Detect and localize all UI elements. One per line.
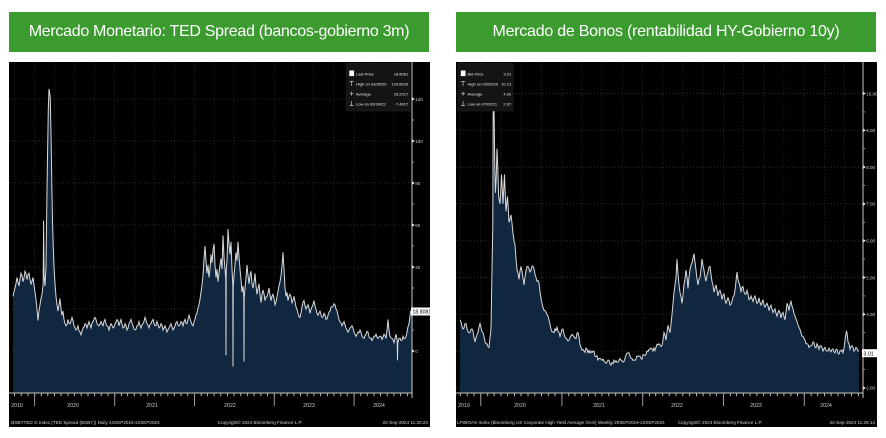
svg-text:-7.4617: -7.4617 — [395, 102, 409, 107]
svg-text:2022: 2022 — [224, 403, 236, 409]
svg-text:3.01: 3.01 — [503, 71, 512, 76]
svg-text:9.00: 9.00 — [866, 128, 875, 133]
svg-text:2023: 2023 — [303, 403, 315, 409]
svg-text:.BSBYTED G Index (TED Spread (: .BSBYTED G Index (TED Spread (BSBY)) Dai… — [10, 420, 160, 425]
svg-text:7.00: 7.00 — [866, 202, 875, 207]
svg-text:22-Sep-2024 11:20:23: 22-Sep-2024 11:20:23 — [383, 420, 429, 425]
svg-text:60: 60 — [415, 223, 421, 228]
svg-text:2024: 2024 — [820, 403, 832, 409]
svg-text:0: 0 — [415, 349, 418, 354]
svg-text:18.8081: 18.8081 — [413, 310, 431, 316]
svg-text:2022: 2022 — [671, 403, 683, 409]
svg-text:8.00: 8.00 — [866, 165, 875, 170]
svg-text:High on 03/26/20: High on 03/26/20 — [356, 81, 387, 86]
svg-text:2.00: 2.00 — [866, 386, 875, 391]
svg-text:2023: 2023 — [750, 403, 762, 409]
svg-text:Last Price: Last Price — [356, 71, 375, 76]
svg-text:2024: 2024 — [373, 403, 385, 409]
svg-text:2020: 2020 — [67, 403, 79, 409]
svg-text:Average: Average — [468, 92, 484, 97]
svg-text:Low on 07/02/21: Low on 07/02/21 — [468, 102, 498, 107]
svg-text:16.2217: 16.2217 — [394, 92, 409, 97]
svg-text:Copyright© 2024 Bloomberg Fina: Copyright© 2024 Bloomberg Finance L.P. — [678, 419, 763, 425]
svg-text:124.8033: 124.8033 — [392, 81, 409, 86]
svg-text:10.00: 10.00 — [866, 91, 877, 96]
svg-text:40: 40 — [415, 265, 421, 270]
svg-text:2021: 2021 — [593, 403, 605, 409]
svg-text:18.8081: 18.8081 — [394, 71, 409, 76]
svg-text:High on 03/20/20: High on 03/20/20 — [468, 81, 499, 86]
svg-text:80: 80 — [415, 181, 421, 186]
svg-text:Bid Price: Bid Price — [468, 71, 485, 76]
svg-text:2020: 2020 — [514, 403, 526, 409]
svg-text:3.01: 3.01 — [864, 351, 874, 357]
svg-text:6.00: 6.00 — [866, 239, 875, 244]
svg-text:Low on 06/24/22: Low on 06/24/22 — [356, 102, 386, 107]
svg-text:2019: 2019 — [11, 403, 23, 409]
svg-text:Average: Average — [356, 92, 372, 97]
svg-text:2021: 2021 — [146, 403, 158, 409]
svg-text:22-Sep-2024 11:29:14: 22-Sep-2024 11:29:14 — [830, 420, 876, 425]
svg-text:120: 120 — [415, 97, 423, 102]
svg-text:4.00: 4.00 — [866, 312, 875, 317]
svg-text:5.00: 5.00 — [866, 275, 875, 280]
svg-text:2019: 2019 — [458, 403, 470, 409]
svg-text:10.13: 10.13 — [501, 81, 512, 86]
svg-text:4.02: 4.02 — [503, 92, 512, 97]
svg-text:Copyright© 2024 Bloomberg Fina: Copyright© 2024 Bloomberg Finance L.P. — [218, 419, 303, 425]
svg-text:LF98OAS Index (Bloomberg US Co: LF98OAS Index (Bloomberg US Corporate Hi… — [457, 420, 665, 425]
svg-text:100: 100 — [415, 139, 423, 144]
svg-text:2.67: 2.67 — [503, 102, 512, 107]
